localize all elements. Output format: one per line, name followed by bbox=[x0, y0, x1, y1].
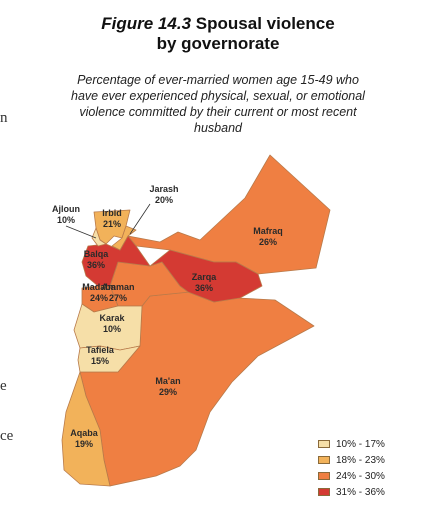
edge-text-fragment: ce bbox=[0, 428, 14, 444]
legend-item: 10% - 17% bbox=[318, 436, 428, 452]
edge-text-fragment: n bbox=[0, 110, 8, 126]
region-value-balqa: 36% bbox=[87, 260, 105, 270]
region-label-maan: Ma'an bbox=[155, 376, 180, 386]
legend-item: 18% - 23% bbox=[318, 452, 428, 468]
region-value-jarash: 20% bbox=[155, 195, 173, 205]
region-aqaba bbox=[61, 371, 111, 487]
legend-swatch bbox=[318, 440, 330, 448]
region-label-karak: Karak bbox=[99, 313, 125, 323]
subtitle-line: have ever experienced physical, sexual, … bbox=[71, 89, 365, 103]
region-label-zarqa: Zarqa bbox=[192, 272, 218, 282]
legend-swatch bbox=[318, 488, 330, 496]
region-value-mafraq: 26% bbox=[259, 237, 277, 247]
region-value-zarqa: 36% bbox=[195, 283, 213, 293]
region-label-amman: Amman bbox=[101, 282, 134, 292]
figure-subtitle: Percentage of ever-married women age 15-… bbox=[28, 72, 408, 136]
edge-text-fragment: e bbox=[0, 378, 7, 394]
figure-number: Figure 14.3 bbox=[101, 14, 192, 33]
legend-item: 31% - 36% bbox=[318, 484, 428, 500]
region-label-aqaba: Aqaba bbox=[70, 428, 99, 438]
region-value-madaba: 24% bbox=[90, 293, 108, 303]
figure-title-line1: Spousal violence bbox=[195, 14, 335, 33]
region-zarqa bbox=[149, 249, 263, 303]
subtitle-line: husband bbox=[194, 121, 242, 135]
subtitle-line: violence committed by their current or m… bbox=[79, 105, 357, 119]
region-label-tafiela: Tafiela bbox=[86, 345, 115, 355]
region-value-amman: 27% bbox=[109, 293, 127, 303]
map-legend: 10% - 17% 18% - 23% 24% - 30% 31% - 36% bbox=[318, 436, 428, 500]
legend-label: 24% - 30% bbox=[336, 470, 385, 482]
region-mafraq bbox=[127, 154, 331, 275]
region-label-mafraq: Mafraq bbox=[253, 226, 283, 236]
region-label-ajloun: Ajloun bbox=[52, 204, 80, 214]
region-value-maan: 29% bbox=[159, 387, 177, 397]
region-jarash bbox=[111, 225, 137, 251]
region-value-aqaba: 19% bbox=[75, 439, 93, 449]
region-value-tafiela: 15% bbox=[91, 356, 109, 366]
region-label-madaba: Madaba bbox=[82, 282, 117, 292]
region-label-irbid: Irbid bbox=[102, 208, 122, 218]
figure-title: Figure 14.3 Spousal violence by governor… bbox=[40, 14, 396, 54]
subtitle-line: Percentage of ever-married women age 15-… bbox=[77, 73, 359, 87]
jarash-leader-line bbox=[129, 203, 151, 235]
legend-label: 10% - 17% bbox=[336, 438, 385, 450]
legend-swatch bbox=[318, 472, 330, 480]
legend-item: 24% - 30% bbox=[318, 468, 428, 484]
legend-swatch bbox=[318, 456, 330, 464]
legend-label: 31% - 36% bbox=[336, 486, 385, 498]
region-label-balqa: Balqa bbox=[84, 249, 110, 259]
region-value-irbid: 21% bbox=[103, 219, 121, 229]
legend-label: 18% - 23% bbox=[336, 454, 385, 466]
region-value-karak: 10% bbox=[103, 324, 121, 334]
region-tafiela bbox=[77, 345, 141, 373]
ajloun-leader-line bbox=[65, 225, 97, 239]
figure-title-line2: by governorate bbox=[156, 34, 280, 53]
region-label-jarash: Jarash bbox=[149, 184, 178, 194]
region-value-ajloun: 10% bbox=[57, 215, 75, 225]
